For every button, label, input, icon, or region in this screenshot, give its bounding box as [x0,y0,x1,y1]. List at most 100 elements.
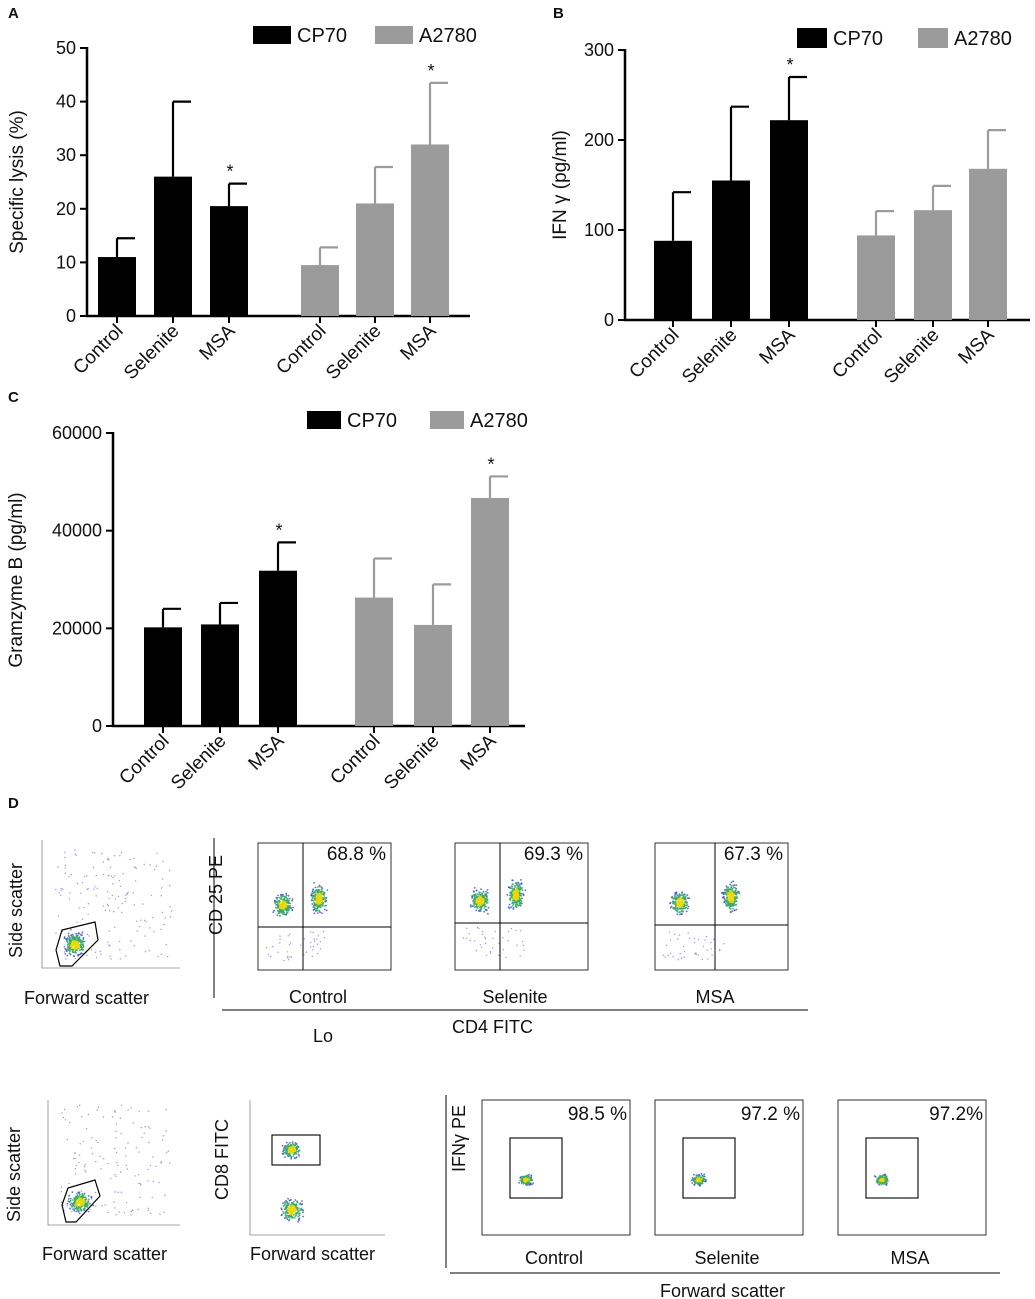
event-dot [725,905,728,907]
event-dot [882,1177,885,1180]
event-dot [673,933,676,935]
event-dot [885,1184,888,1186]
event-dot [289,1147,291,1150]
event-dot [494,930,496,933]
event-dot [314,886,317,889]
event-dot [293,1213,295,1216]
event-dot [90,1196,93,1199]
event-dot [280,895,282,898]
event-dot [510,927,512,930]
event-dot [141,1136,143,1139]
event-dot [321,890,323,892]
event-dot [732,897,735,900]
event-dot [67,1198,70,1200]
dot-cluster [55,849,173,960]
event-dot [475,889,478,892]
event-dot [311,896,314,899]
event-dot [82,941,84,944]
sample-label: MSA [890,1248,929,1268]
event-dot [731,901,734,904]
event-dot [87,888,89,890]
quadrant-plot: 68.8 % Control [257,842,392,1007]
event-dot [727,894,730,897]
x-tick-label: Control [115,731,173,789]
event-dot [316,912,319,914]
event-dot [479,906,481,909]
event-dot [506,894,509,896]
event-dot [520,1176,522,1178]
event-dot [85,1171,87,1173]
event-dot [280,1207,283,1210]
x-tick-label: MSA [756,324,800,368]
event-dot [502,949,505,951]
event-dot [285,910,288,912]
event-dot [492,937,494,939]
event-dot [487,912,489,915]
event-dot [294,1151,297,1154]
event-dot [687,932,689,934]
event-dot [277,905,280,908]
event-dot [155,1165,157,1168]
event-dot [481,903,483,905]
event-dot [91,949,93,951]
dot-cluster [669,891,691,916]
event-dot [734,886,736,889]
gate-polygon [61,1179,101,1223]
event-dot [732,894,735,897]
y-tick-label: 0 [92,716,102,736]
event-dot [726,900,728,903]
event-dot [475,909,478,912]
event-dot [316,952,319,955]
event-dot [700,1172,703,1175]
event-dot [285,892,287,895]
event-dot [288,1219,290,1222]
event-dot [114,1207,116,1209]
row1-note: Lo [313,1026,333,1046]
event-dot [310,942,312,944]
event-dot [89,1203,91,1205]
event-dot [479,895,482,898]
event-dot [676,901,679,903]
event-dot [294,1215,297,1218]
event-dot [165,1109,167,1111]
event-dot [475,903,478,906]
event-dot [482,933,484,936]
event-dot [285,1201,288,1204]
event-dot [160,1162,162,1164]
event-dot [283,911,285,914]
event-dot [269,956,272,958]
event-dot [712,938,715,941]
cd8-scatter-dots [280,1141,305,1223]
event-dot [515,892,518,894]
event-dot [531,1179,534,1181]
event-dot [130,1214,132,1216]
event-dot [524,889,527,892]
event-dot [110,875,113,877]
event-dot [76,1106,79,1108]
event-dot [728,902,731,905]
event-dot [284,906,287,909]
event-dot [678,934,681,936]
event-dot [97,1106,100,1109]
event-dot [291,909,294,912]
plot-frame [454,842,589,971]
event-dot [517,881,520,884]
legend-label: A2780 [470,410,528,432]
event-dot [124,1147,127,1149]
event-dot [61,1112,63,1114]
event-dot [292,1147,294,1150]
event-dot [528,1173,530,1176]
event-dot [471,895,474,898]
event-dot [315,899,318,902]
event-dot [521,889,524,892]
event-dot [507,886,510,888]
event-dot [86,954,88,956]
event-dot [302,1215,304,1218]
event-dot [108,944,110,946]
event-dot [74,946,76,949]
event-dot [133,866,135,868]
event-dot [681,894,684,896]
event-dot [471,897,474,899]
event-dot [316,938,318,940]
event-dot [79,933,82,936]
